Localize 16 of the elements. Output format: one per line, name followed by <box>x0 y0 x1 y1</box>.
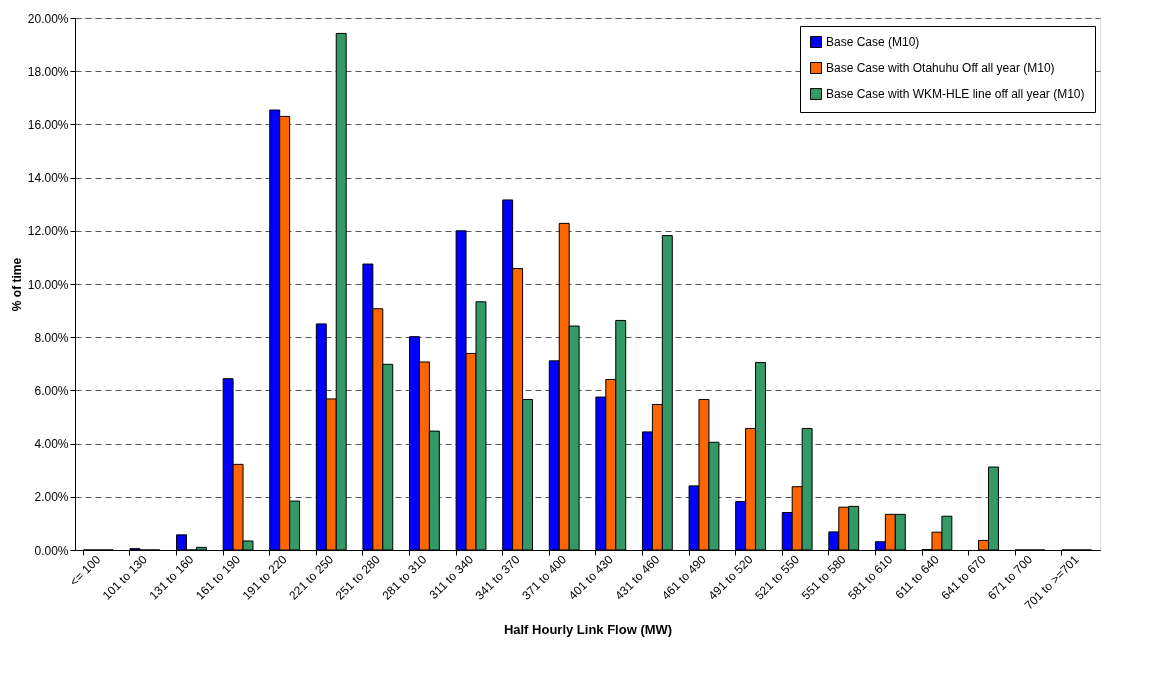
y-tick-label: 10.00% <box>27 277 69 292</box>
y-tick-label: 18.00% <box>27 64 69 79</box>
y-tick-label: 6.00% <box>34 383 69 398</box>
y-axis-title: % of time <box>9 257 24 312</box>
x-axis-title: Half Hourly Link Flow (MW) <box>503 621 673 637</box>
legend-label: Base Case with WKM-HLE line off all year (M10) <box>826 87 1085 101</box>
legend-label: Base Case (M10) <box>826 35 920 49</box>
legend-label: Base Case with Otahuhu Off all year (M10) <box>826 61 1055 75</box>
y-tick-label: 2.00% <box>34 490 69 505</box>
y-tick-label: 8.00% <box>34 330 69 345</box>
y-tick-label: 4.00% <box>34 437 69 452</box>
y-tick-label: 12.00% <box>27 224 69 239</box>
y-tick-label: 0.00% <box>34 543 69 558</box>
y-tick-label: 20.00% <box>27 11 69 26</box>
y-tick-label: 16.00% <box>27 117 69 132</box>
y-tick-label: 14.00% <box>27 171 69 186</box>
